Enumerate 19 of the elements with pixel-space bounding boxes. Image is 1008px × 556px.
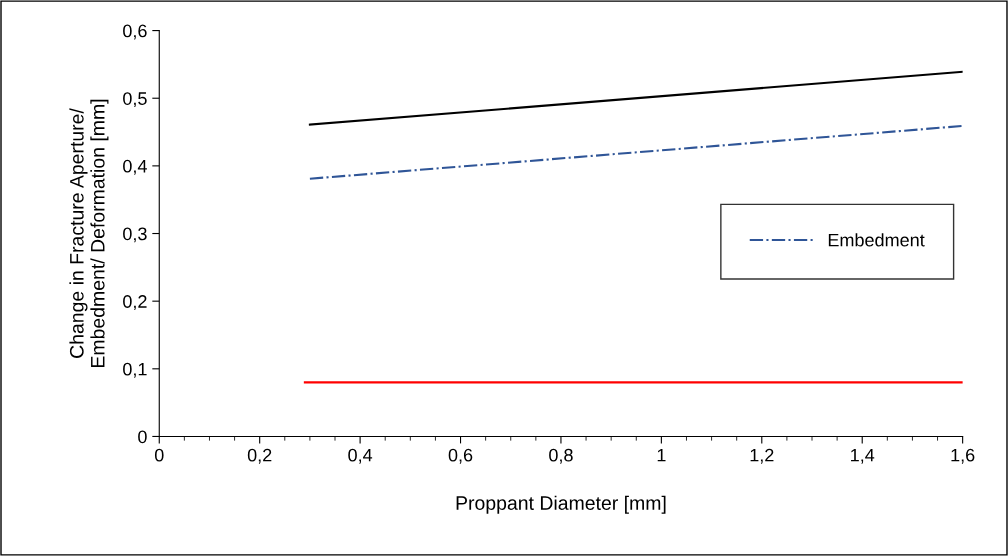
y-tick-label: 0,3 — [123, 227, 147, 243]
x-axis-title: Proppant Diameter [mm] — [456, 495, 666, 514]
x-tick-label: 1 — [657, 448, 666, 462]
x-tick-label: 0,8 — [549, 448, 573, 464]
x-tick-label: 0,6 — [448, 448, 473, 464]
y-tick-label: 0,4 — [123, 159, 147, 175]
x-tick-label: 1,4 — [851, 448, 875, 464]
y-tick-label: 0 — [138, 430, 147, 444]
y-tick-label: 0,5 — [123, 92, 147, 108]
x-tick-label: 0,4 — [348, 448, 373, 464]
y-tick-label: 0,6 — [123, 24, 147, 40]
legend-label: Embedment — [828, 233, 925, 247]
x-tick-label: 1,6 — [951, 448, 975, 464]
y-tick-label: 0,2 — [123, 295, 147, 311]
x-tick-label: 0 — [154, 448, 164, 462]
y-tick-label: 0,1 — [123, 362, 147, 378]
x-tick-label: 1,2 — [750, 448, 774, 464]
y-axis-title: Change in Fracture Aperture/ Embedment/ Deformation [mm] — [69, 99, 109, 367]
x-tick-label: 0,2 — [247, 448, 272, 464]
